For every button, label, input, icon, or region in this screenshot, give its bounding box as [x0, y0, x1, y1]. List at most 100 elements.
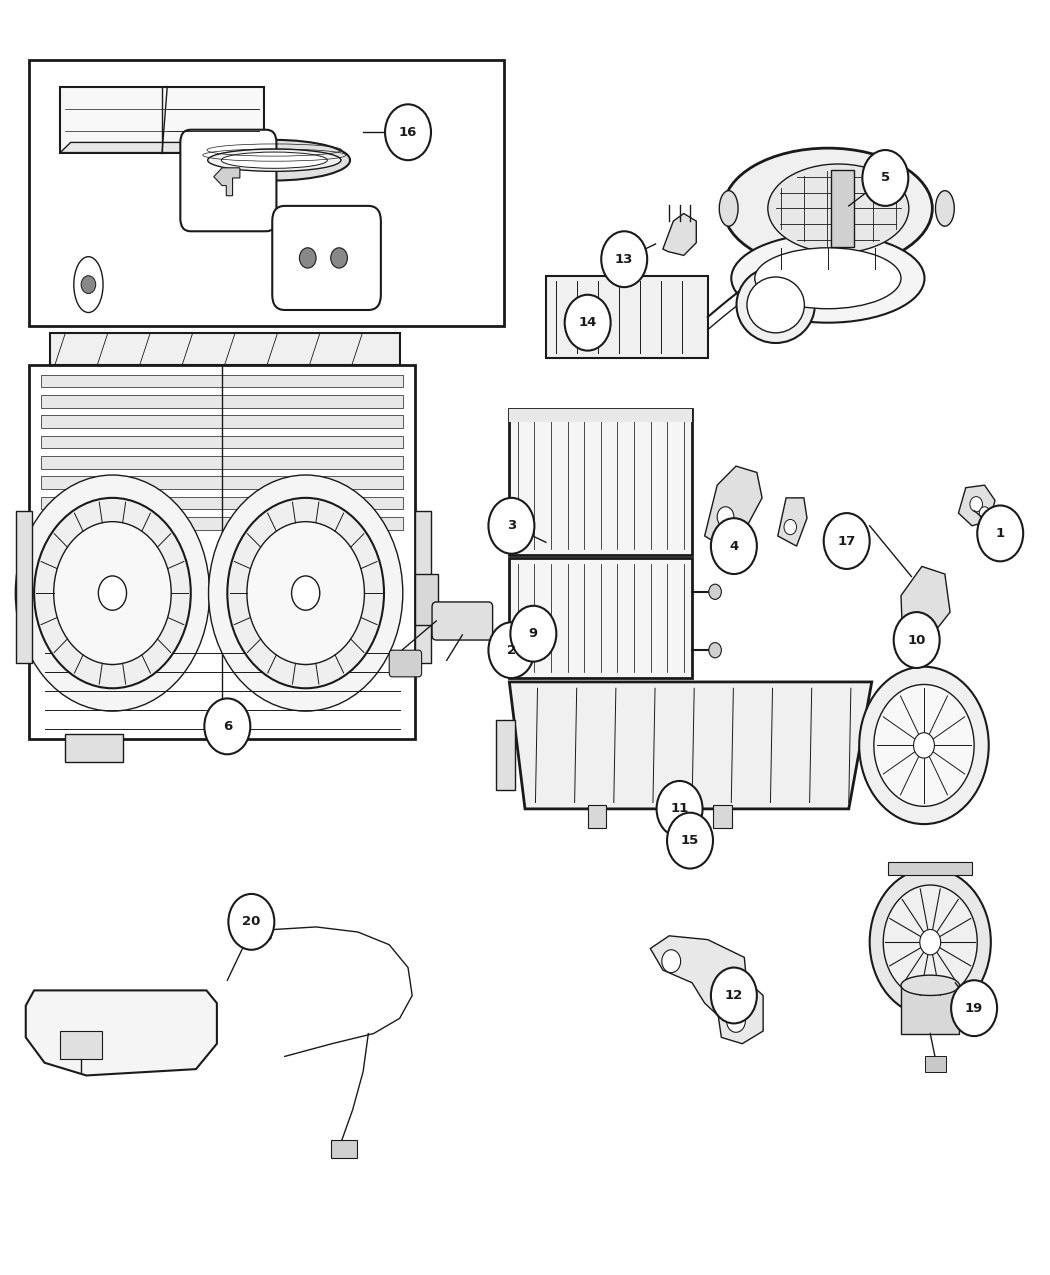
Circle shape: [656, 782, 702, 836]
Text: 1: 1: [995, 527, 1005, 539]
Circle shape: [894, 612, 940, 668]
Ellipse shape: [731, 233, 924, 323]
Bar: [41, 477, 403, 490]
Bar: [41, 456, 403, 469]
Circle shape: [883, 885, 978, 1000]
Polygon shape: [959, 486, 995, 525]
Text: 3: 3: [507, 519, 516, 532]
Bar: [546, 275, 708, 358]
Circle shape: [727, 1010, 745, 1033]
Circle shape: [292, 576, 320, 611]
Circle shape: [34, 497, 191, 688]
FancyBboxPatch shape: [390, 650, 422, 677]
Circle shape: [99, 576, 127, 611]
Ellipse shape: [198, 140, 350, 181]
Circle shape: [784, 519, 797, 534]
Circle shape: [709, 643, 721, 658]
Text: 16: 16: [399, 126, 417, 139]
FancyBboxPatch shape: [272, 205, 381, 310]
Ellipse shape: [936, 191, 954, 226]
Ellipse shape: [208, 149, 341, 171]
Circle shape: [823, 513, 869, 569]
Text: 19: 19: [965, 1002, 983, 1015]
Polygon shape: [60, 143, 274, 153]
Polygon shape: [26, 991, 217, 1075]
Text: 15: 15: [680, 834, 699, 847]
Ellipse shape: [736, 266, 815, 343]
Bar: [901, 986, 960, 1034]
Bar: [416, 510, 430, 663]
Circle shape: [914, 733, 934, 759]
Circle shape: [81, 275, 96, 293]
Text: 6: 6: [223, 720, 232, 733]
Text: 4: 4: [730, 539, 738, 552]
Polygon shape: [509, 682, 872, 808]
Ellipse shape: [222, 152, 328, 168]
Bar: [41, 416, 403, 428]
Circle shape: [565, 295, 611, 351]
Circle shape: [510, 606, 556, 662]
Circle shape: [709, 584, 721, 599]
Circle shape: [331, 247, 348, 268]
Bar: [65, 734, 123, 762]
Polygon shape: [214, 168, 239, 196]
Bar: [509, 409, 692, 555]
Circle shape: [717, 506, 734, 527]
Text: 11: 11: [671, 802, 689, 816]
Ellipse shape: [747, 277, 804, 333]
Ellipse shape: [755, 247, 901, 309]
Circle shape: [16, 476, 210, 711]
Bar: [713, 805, 732, 827]
Circle shape: [970, 496, 983, 511]
Text: 17: 17: [838, 534, 856, 547]
Bar: [331, 1140, 357, 1158]
Polygon shape: [705, 467, 762, 548]
Circle shape: [299, 247, 316, 268]
Bar: [496, 720, 514, 789]
Bar: [41, 436, 403, 449]
Circle shape: [385, 105, 430, 161]
Polygon shape: [778, 497, 807, 546]
Circle shape: [662, 950, 680, 973]
Circle shape: [229, 894, 274, 950]
Bar: [41, 395, 403, 408]
Bar: [416, 574, 438, 625]
Circle shape: [874, 685, 974, 806]
Polygon shape: [663, 213, 696, 255]
Circle shape: [920, 929, 941, 955]
Text: 2: 2: [507, 644, 516, 657]
Circle shape: [488, 622, 534, 678]
Circle shape: [711, 518, 757, 574]
Bar: [17, 510, 32, 663]
Ellipse shape: [74, 256, 103, 312]
Polygon shape: [901, 566, 950, 653]
Bar: [888, 862, 972, 875]
Ellipse shape: [723, 148, 932, 269]
Polygon shape: [650, 936, 763, 1044]
Ellipse shape: [719, 191, 738, 226]
Circle shape: [862, 150, 908, 205]
Circle shape: [602, 231, 647, 287]
Bar: [41, 496, 403, 509]
FancyBboxPatch shape: [432, 602, 492, 640]
Text: 14: 14: [579, 316, 596, 329]
Text: 20: 20: [243, 915, 260, 928]
Bar: [60, 1031, 102, 1060]
Circle shape: [711, 968, 757, 1024]
Text: 9: 9: [529, 627, 538, 640]
Bar: [41, 516, 403, 529]
Circle shape: [859, 667, 989, 824]
Circle shape: [667, 812, 713, 868]
Circle shape: [951, 980, 998, 1037]
Text: 13: 13: [615, 252, 633, 265]
Bar: [509, 557, 692, 678]
FancyBboxPatch shape: [60, 87, 264, 153]
FancyBboxPatch shape: [181, 130, 276, 231]
Circle shape: [54, 521, 171, 664]
Circle shape: [980, 506, 990, 519]
Circle shape: [488, 497, 534, 553]
Bar: [41, 375, 403, 388]
FancyBboxPatch shape: [244, 917, 271, 940]
Ellipse shape: [901, 975, 960, 996]
Circle shape: [978, 505, 1023, 561]
